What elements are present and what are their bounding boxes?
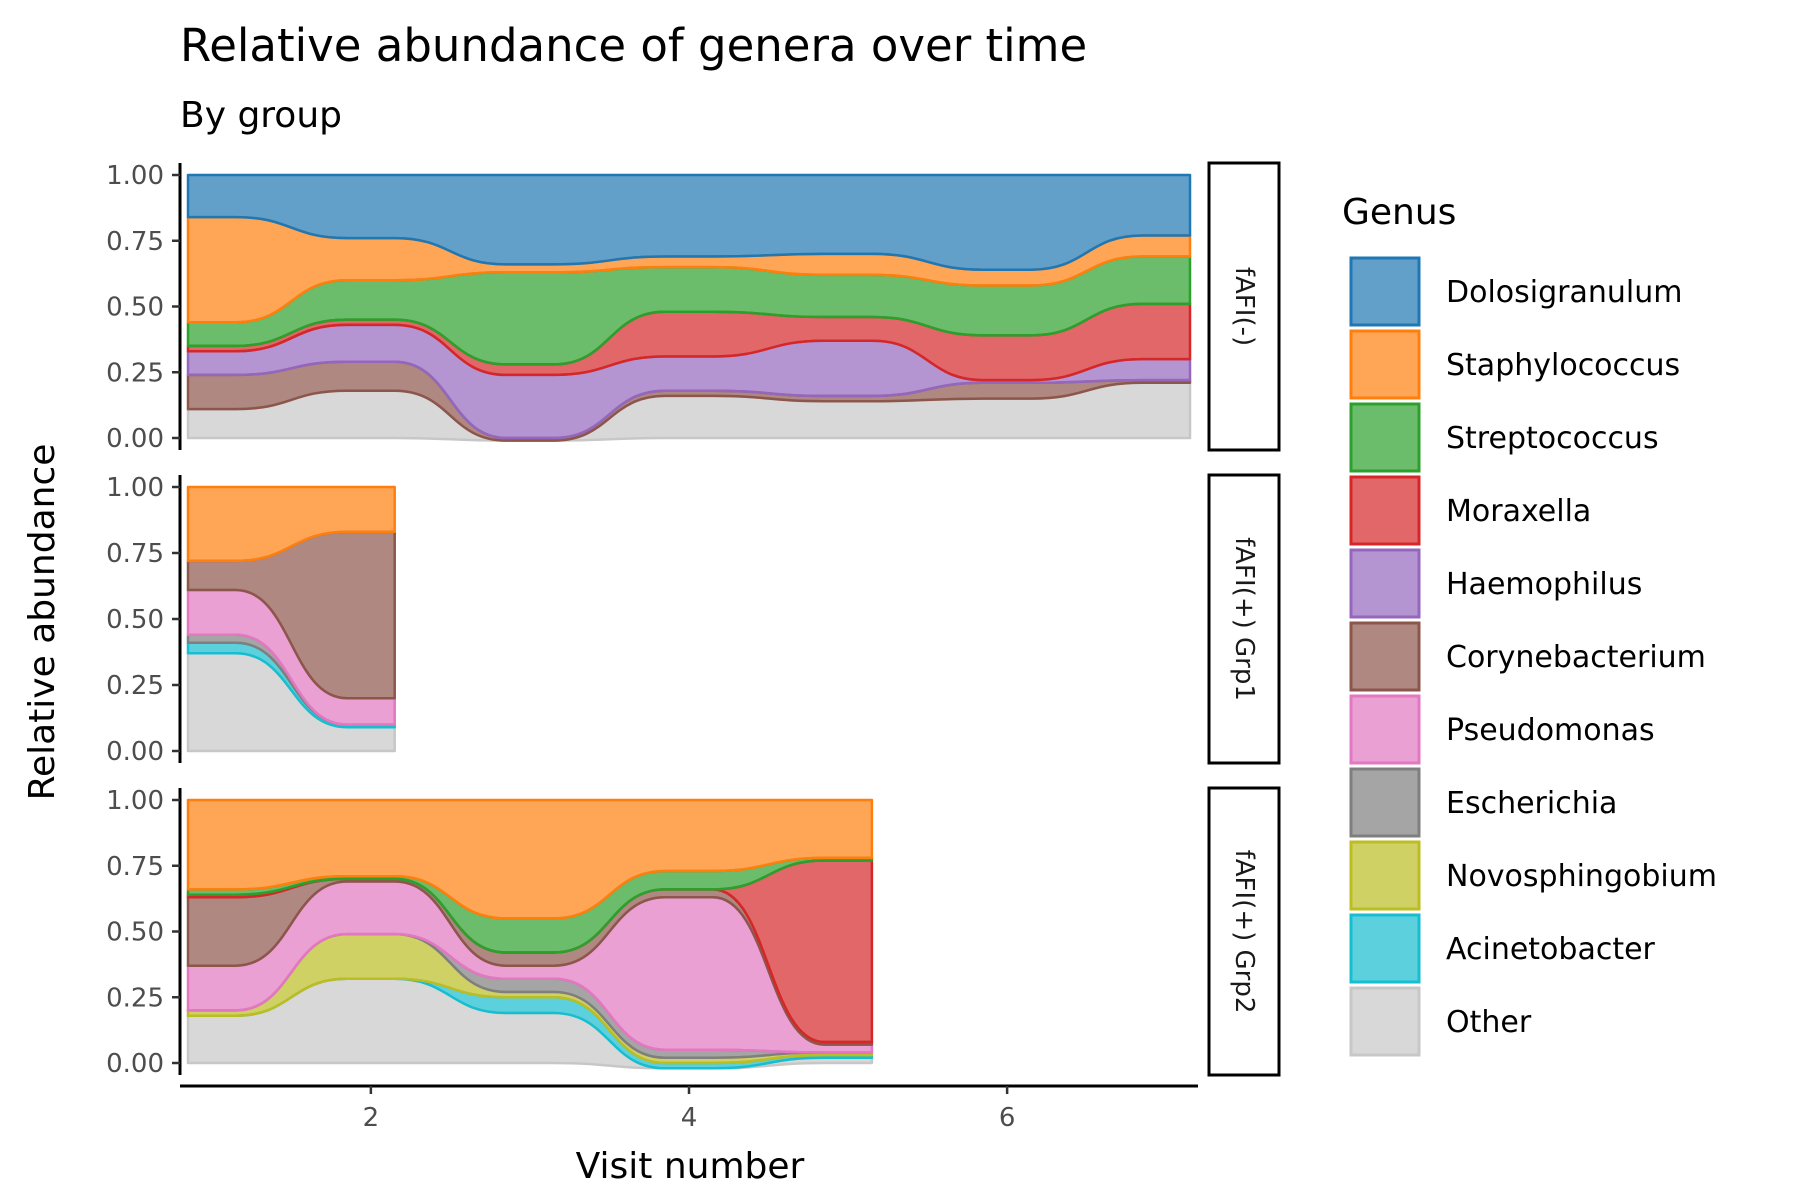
y-tick-label: 0.25 (106, 671, 164, 701)
legend-key (1349, 475, 1421, 546)
legend: Genus Dolosigranulum Staphylococcus Strept… (1342, 192, 1717, 1057)
legend-label: Escherichia (1446, 786, 1617, 821)
y-tick-label: 0.75 (106, 227, 164, 257)
legend-item-pseudomonas: Pseudomonas (1349, 694, 1655, 765)
legend-label: Moraxella (1446, 494, 1591, 529)
y-axis-label: Relative abundance (22, 444, 63, 801)
y-tick-label: 0.50 (106, 605, 164, 635)
legend-title: Genus (1342, 192, 1456, 233)
legend-key (1349, 840, 1421, 911)
x-axis-label: Visit number (576, 1146, 805, 1187)
legend-label: Pseudomonas (1446, 713, 1655, 748)
legend-item-novosphingobium: Novosphingobium (1349, 840, 1717, 911)
y-tick-label: 0.00 (106, 1049, 164, 1079)
y-axis-fafi: 0.00 0.25 0.50 0.75 1.00 (106, 161, 182, 454)
legend-key (1349, 913, 1421, 984)
legend-item-acinetobacter: Acinetobacter (1349, 913, 1656, 984)
bands-fafi-grp2 (186, 798, 874, 1070)
x-tick-label: 4 (681, 1103, 698, 1133)
band-fafi-grp1-staphylococcus (186, 485, 396, 563)
band-fafi-grp2-staphylococcus (186, 798, 874, 920)
legend-key (1349, 621, 1421, 692)
legend-key (1349, 986, 1421, 1057)
x-axis: 2 4 6 (180, 1084, 1198, 1133)
x-tick-label: 2 (363, 1103, 380, 1133)
facet-strip-fafi: fAFI(-) (1207, 161, 1281, 452)
legend-key (1349, 329, 1421, 400)
legend-label: Dolosigranulum (1446, 275, 1682, 310)
strip-label: fAFI(-) (1229, 267, 1259, 346)
legend-key (1349, 256, 1421, 327)
y-tick-label: 1.00 (106, 161, 164, 191)
panel-fafi-grp1: 0.00 0.25 0.50 0.75 1.00 fAFI(+) Grp1 (106, 473, 1281, 767)
panel-fafi: 0.00 0.25 0.50 0.75 1.00 fAFI(-) (106, 161, 1281, 454)
legend-item-staphylococcus: Staphylococcus (1349, 329, 1680, 400)
strip-box (1207, 161, 1281, 452)
y-tick-label: 0.50 (106, 293, 164, 323)
strip-label: fAFI(+) Grp2 (1229, 850, 1259, 1014)
band-fafi-dolosigranulum (186, 173, 1192, 271)
strip-label: fAFI(+) Grp1 (1229, 537, 1259, 701)
legend-label: Streptococcus (1446, 421, 1659, 456)
legend-label: Corynebacterium (1446, 640, 1706, 675)
panel-fafi-grp2: 0.00 0.25 0.50 0.75 1.00 fAFI(+) Grp2 (106, 786, 1281, 1079)
legend-item-dolosigranulum: Dolosigranulum (1349, 256, 1682, 327)
y-tick-label: 0.00 (106, 737, 164, 767)
y-tick-label: 0.75 (106, 539, 164, 569)
legend-key (1349, 402, 1421, 473)
y-tick-label: 0.25 (106, 358, 164, 388)
y-tick-label: 0.75 (106, 852, 164, 882)
strip-box (1207, 473, 1281, 765)
facet-strip-fafi-grp2: fAFI(+) Grp2 (1207, 786, 1281, 1077)
facet-panels: 0.000.250.500.751.00fAFI(-)0.000.250.500… (106, 161, 1281, 1133)
legend-item-other: Other (1349, 986, 1532, 1057)
facet-strip-fafi-grp1: fAFI(+) Grp1 (1207, 473, 1281, 765)
y-tick-label: 0.25 (106, 983, 164, 1013)
bands-fafi-grp1 (186, 485, 396, 753)
bands-fafi (186, 173, 1192, 442)
legend-key (1349, 548, 1421, 619)
legend-key (1349, 694, 1421, 765)
legend-label: Other (1446, 1005, 1532, 1040)
y-tick-label: 0.00 (106, 424, 164, 454)
legend-key (1349, 767, 1421, 838)
legend-label: Acinetobacter (1446, 932, 1656, 967)
legend-label: Staphylococcus (1446, 348, 1680, 383)
y-axis-fafi-grp2: 0.00 0.25 0.50 0.75 1.00 (106, 786, 182, 1079)
legend-item-haemophilus: Haemophilus (1349, 548, 1642, 619)
legend-item-streptococcus: Streptococcus (1349, 402, 1659, 473)
strip-box (1207, 786, 1281, 1077)
y-tick-label: 1.00 (106, 786, 164, 816)
x-tick-label: 6 (999, 1103, 1016, 1133)
legend-label: Haemophilus (1446, 567, 1642, 602)
y-tick-label: 1.00 (106, 473, 164, 503)
chart-subtitle: By group (180, 95, 342, 136)
legend-item-moraxella: Moraxella (1349, 475, 1591, 546)
legend-item-escherichia: Escherichia (1349, 767, 1617, 838)
y-tick-label: 0.50 (106, 918, 164, 948)
legend-item-corynebacterium: Corynebacterium (1349, 621, 1706, 692)
chart-title: Relative abundance of genera over time (180, 19, 1087, 72)
y-axis-fafi-grp1: 0.00 0.25 0.50 0.75 1.00 (106, 473, 182, 767)
legend-label: Novosphingobium (1446, 859, 1717, 894)
